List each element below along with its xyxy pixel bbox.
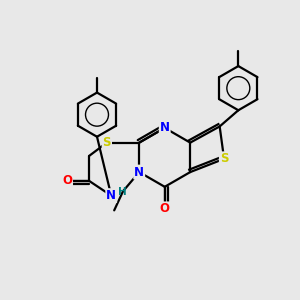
Text: S: S [103, 136, 111, 149]
Text: O: O [160, 202, 170, 215]
Text: H: H [118, 187, 127, 197]
Text: N: N [134, 166, 144, 178]
Text: O: O [62, 174, 72, 188]
Text: N: N [106, 189, 116, 202]
Text: S: S [220, 152, 228, 165]
Text: N: N [160, 122, 170, 134]
